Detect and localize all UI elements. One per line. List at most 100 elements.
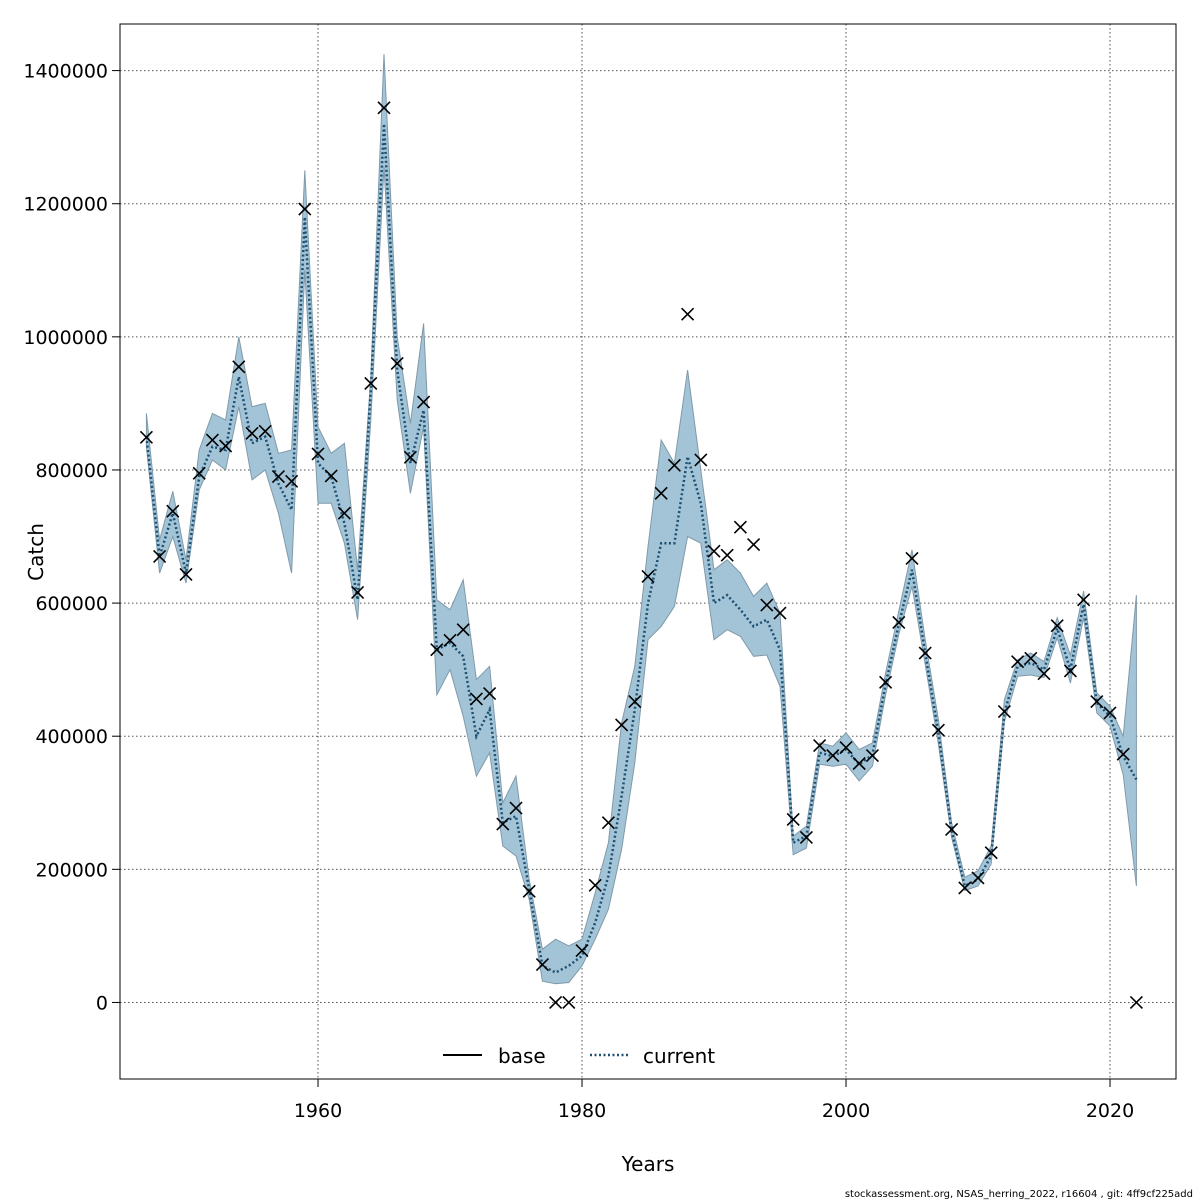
y-tick-label: 400000 (35, 726, 108, 748)
observed-point-1969 (430, 643, 444, 657)
observed-point-2022 (1129, 995, 1143, 1010)
confidence-band-layer (145, 53, 1137, 985)
observed-point-1991 (720, 548, 734, 562)
observed-point-1952 (205, 433, 219, 447)
observed-point-1986 (654, 486, 668, 500)
observed-point-1993 (747, 537, 761, 552)
observed-point-1963 (351, 585, 365, 600)
observed-point-2009 (958, 881, 972, 895)
observed-point-2007 (931, 723, 945, 737)
observed-point-1950 (179, 567, 193, 582)
observed-point-2010 (971, 871, 985, 885)
observed-point-2016 (1050, 619, 1064, 633)
y-tick-label: 600000 (35, 593, 108, 615)
observed-point-1985 (641, 569, 655, 584)
y-axis-title: Catch (24, 523, 48, 581)
observed-point-2018 (1077, 593, 1091, 607)
observed-point-2011 (984, 846, 998, 860)
observed-point-1968 (417, 395, 431, 409)
observed-point-1994 (760, 598, 774, 612)
observed-point-1983 (615, 718, 629, 732)
confidence-band (145, 53, 1137, 985)
observed-point-1995 (773, 606, 787, 620)
observed-point-1989 (694, 453, 708, 467)
observed-point-1951 (192, 466, 206, 480)
observed-point-1982 (601, 816, 615, 830)
observed-point-2021 (1116, 747, 1130, 761)
x-axis-title: Years (621, 1152, 675, 1176)
series-line-layer (145, 123, 1138, 974)
observed-point-1990 (707, 544, 721, 558)
observed-point-1970 (443, 633, 457, 647)
observed-point-1971 (456, 623, 470, 637)
observed-point-1947 (139, 430, 153, 444)
observed-point-2002 (865, 748, 879, 763)
observed-point-2015 (1037, 667, 1051, 681)
observed-point-1998 (813, 738, 827, 753)
observed-point-1962 (337, 506, 351, 520)
observed-point-1999 (826, 748, 840, 763)
observed-point-2005 (905, 551, 919, 566)
y-tick-label: 1200000 (23, 194, 108, 216)
x-tick-label: 1960 (294, 1100, 342, 1122)
observed-point-2012 (997, 705, 1011, 719)
observed-point-2000 (839, 740, 853, 755)
y-tick-label: 1000000 (23, 327, 108, 349)
y-tick-label: 1400000 (23, 61, 108, 83)
footer-credit: stockassessment.org, NSAS_herring_2022, … (845, 1189, 1193, 1200)
observed-point-2019 (1090, 695, 1104, 709)
observed-point-1978 (549, 995, 563, 1010)
observed-point-2008 (945, 822, 959, 836)
observed-point-1975 (509, 801, 523, 815)
observed-point-1948 (153, 549, 167, 564)
observed-point-2020 (1103, 706, 1117, 720)
legend-base-label: base (498, 1044, 546, 1068)
plot-frame (119, 23, 1177, 1080)
x-tick-label: 1980 (558, 1100, 606, 1122)
observed-point-1976 (522, 884, 536, 898)
observed-point-2006 (918, 646, 932, 660)
observed-point-1992 (733, 520, 747, 534)
observed-point-1958 (285, 474, 299, 488)
observed-point-1957 (271, 470, 285, 484)
observed-point-2014 (1024, 651, 1038, 665)
y-axis: 0 200000 400000 600000 800000 1000000 1200000 1… (23, 61, 120, 1014)
observed-point-1965 (377, 101, 391, 115)
observed-point-1964 (364, 376, 378, 390)
observed-point-1988 (681, 307, 695, 321)
x-tick-label: 2000 (822, 1100, 870, 1122)
x-tick-label: 2020 (1086, 1100, 1134, 1122)
observed-point-2017 (1063, 664, 1077, 678)
y-tick-label: 0 (96, 992, 108, 1014)
observed-point-2003 (879, 675, 893, 689)
observed-point-2004 (892, 615, 906, 629)
observed-point-1959 (298, 202, 312, 216)
y-tick-label: 800000 (35, 460, 108, 482)
observed-point-1973 (483, 687, 497, 701)
observed-point-1987 (667, 458, 681, 472)
observed-point-1984 (628, 695, 642, 709)
observed-point-1981 (588, 878, 602, 892)
observed-point-2001 (852, 756, 866, 771)
observed-point-1960 (311, 447, 325, 461)
y-tick-label: 200000 (35, 859, 108, 881)
observed-point-1980 (575, 943, 589, 958)
observed-point-1967 (403, 450, 417, 464)
current-series-line (145, 123, 1138, 974)
observed-point-2013 (1011, 655, 1025, 669)
observed-point-1955 (245, 426, 259, 440)
observed-point-1979 (562, 995, 576, 1010)
legend: base current (443, 1044, 715, 1068)
observed-point-1966 (390, 356, 404, 371)
observed-point-1996 (786, 812, 800, 826)
observed-point-1974 (496, 817, 510, 831)
observed-point-1972 (469, 692, 483, 706)
observed-point-1956 (258, 424, 272, 438)
observed-point-1953 (219, 439, 233, 453)
legend-current-label: current (643, 1044, 715, 1068)
x-axis: 1960 1980 2000 2020 (294, 1079, 1134, 1122)
observed-point-1961 (324, 469, 338, 483)
observed-point-1949 (166, 504, 180, 518)
observed-point-1997 (799, 830, 813, 844)
